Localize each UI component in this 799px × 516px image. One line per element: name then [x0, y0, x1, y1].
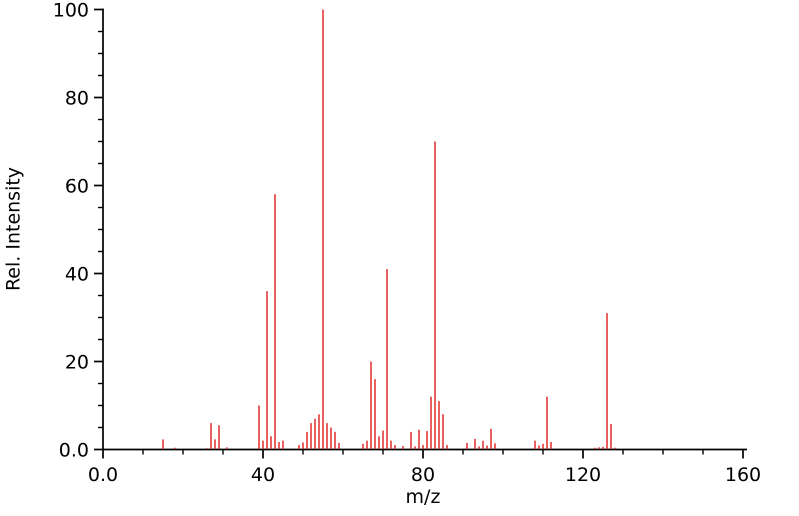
x-tick-label: 0.0	[88, 464, 118, 486]
x-axis-title: m/z	[405, 486, 441, 508]
x-tick-label: 40	[251, 464, 275, 486]
y-tick-label: 80	[65, 88, 89, 110]
y-tick-label: 100	[53, 0, 89, 22]
y-tick-label: 40	[65, 264, 89, 286]
y-tick-label: 20	[65, 352, 89, 374]
y-tick-label: 0.0	[59, 440, 89, 462]
x-tick-label: 120	[565, 464, 601, 486]
y-tick-label: 60	[65, 176, 89, 198]
x-tick-label: 160	[725, 464, 761, 486]
x-tick-label: 80	[411, 464, 435, 486]
y-axis-title: Rel. Intensity	[2, 166, 25, 292]
